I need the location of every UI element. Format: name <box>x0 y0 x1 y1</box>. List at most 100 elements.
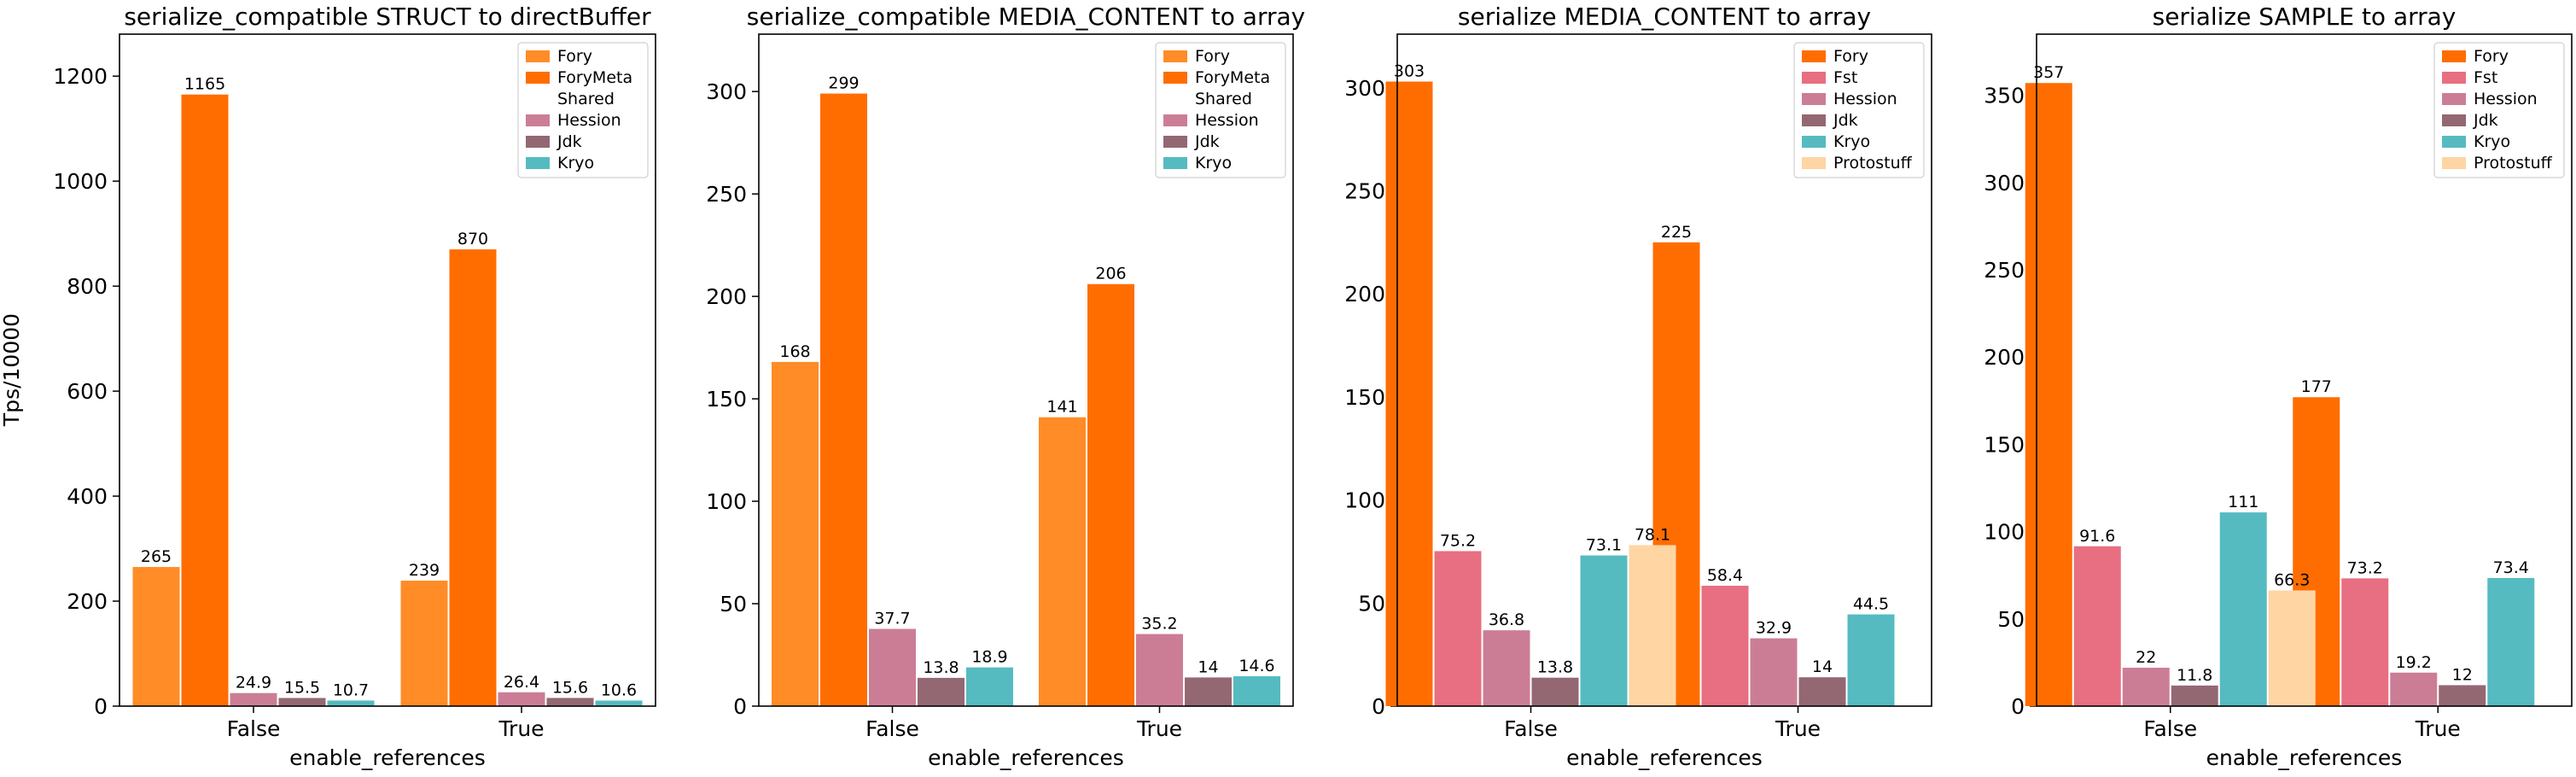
legend-label: ForyMeta <box>557 68 632 87</box>
bar-value-label: 36.8 <box>1489 610 1524 629</box>
chart-panel-3: serialize MEDIA_CONTENT to array 0 50 100 15… <box>1344 3 1932 770</box>
bar-fst-false <box>1434 551 1482 706</box>
x-tick-label: False <box>865 716 919 741</box>
y-tick-label: 400 <box>67 484 108 509</box>
bar-value-label: 13.8 <box>923 658 959 677</box>
legend-item: Protostuff <box>1802 154 1913 172</box>
legend-item: Hession <box>1802 90 1897 108</box>
bar-value-label: 73.2 <box>2347 558 2383 577</box>
legend-swatch <box>1163 136 1187 148</box>
x-axis-label: enable_references <box>928 745 1124 770</box>
bar-jdk-false <box>918 677 965 706</box>
legend-swatch <box>1802 50 1826 62</box>
legend-item: Jdk <box>1802 111 1858 130</box>
legend-item: Fory <box>1163 47 1230 66</box>
legend-label: Hession <box>2474 90 2538 108</box>
bar-value-label: 19.2 <box>2396 653 2432 672</box>
legend-label: Kryo <box>1195 154 1232 172</box>
legend-swatch <box>1802 93 1826 105</box>
bar-hession-true <box>498 692 545 706</box>
bar-value-label: 26.4 <box>504 673 539 692</box>
bar-value-label: 303 <box>1394 62 1425 81</box>
bar-value-label: 1165 <box>184 75 225 94</box>
legend-item: Hession <box>526 111 621 130</box>
bar-forymeta-shared-false <box>181 94 229 706</box>
legend-swatch <box>526 114 550 126</box>
x-axis-label: enable_references <box>2206 745 2403 770</box>
plot-frame <box>2036 33 2573 707</box>
y-tick-label: 50 <box>1997 607 2025 632</box>
y-tick-label: 300 <box>1344 76 1385 101</box>
plot-frame <box>119 33 656 707</box>
legend-item: Fst <box>1802 68 1857 87</box>
bar-kryo-true <box>595 700 643 706</box>
legend-swatch <box>1163 50 1187 62</box>
legend-label: ForyMeta <box>1195 68 1270 87</box>
bar-kryo-false <box>966 667 1013 706</box>
legend-label: Shared <box>557 90 615 108</box>
legend-label: Jdk <box>2473 111 2498 130</box>
bar-value-label: 168 <box>779 342 810 361</box>
bar-jdk-true <box>2439 685 2486 706</box>
bar-value-label: 24.9 <box>236 674 271 692</box>
bar-value-label: 66.3 <box>2274 570 2310 589</box>
bar-hession-false <box>869 628 916 706</box>
legend-item: Kryo <box>526 154 594 172</box>
y-tick-label: 0 <box>2011 694 2025 719</box>
legend-swatch <box>1802 157 1826 169</box>
x-tick-label: False <box>1504 716 1558 741</box>
y-tick-label: 200 <box>1344 282 1385 307</box>
legend-item: Fst <box>2442 68 2497 87</box>
y-tick-label: 150 <box>706 387 747 412</box>
legend-label: Hession <box>1195 111 1259 130</box>
legend-item: Jdk <box>2442 111 2498 130</box>
bar-fory-false <box>1385 81 1433 706</box>
bar-hession-true <box>1750 638 1798 706</box>
bar-value-label: 78.1 <box>1635 525 1670 544</box>
y-tick-label: 600 <box>67 379 108 404</box>
legend-swatch <box>2442 157 2466 169</box>
bar-value-label: 239 <box>409 561 440 580</box>
legend-swatch <box>2442 136 2466 148</box>
plot-frame <box>1396 33 1932 707</box>
y-tick-label: 50 <box>720 592 747 616</box>
legend-item: ForyMeta Shared <box>526 68 632 108</box>
x-tick-label: False <box>227 716 281 741</box>
legend-item: Hession <box>1163 111 1259 130</box>
bar-hession-false <box>1483 630 1530 706</box>
bar-forymeta-shared-false <box>820 93 867 706</box>
bar-value-label: 177 <box>2301 377 2332 396</box>
legend-swatch <box>1802 72 1826 84</box>
bar-fst-true <box>1701 586 1749 706</box>
chart-title: serialize_compatible STRUCT to directBuf… <box>124 3 651 31</box>
bar-value-label: 111 <box>2228 493 2258 511</box>
bar-value-label: 15.6 <box>552 678 588 697</box>
legend-swatch <box>1163 114 1187 126</box>
y-tick-label: 200 <box>706 284 747 309</box>
legend-swatch <box>1163 72 1187 84</box>
legend-label: Protostuff <box>2474 154 2553 172</box>
bar-kryo-false <box>327 700 375 706</box>
bar-value-label: 299 <box>828 74 859 93</box>
legend-label: Shared <box>1195 90 1252 108</box>
bar-value-label: 73.4 <box>2493 558 2529 577</box>
bar-value-label: 14 <box>1198 657 1218 676</box>
y-tick-label: 1000 <box>53 169 108 194</box>
bar-jdk-false <box>278 698 326 706</box>
chart-title: serialize MEDIA_CONTENT to array <box>1458 3 1871 31</box>
bar-fory-false <box>132 567 180 706</box>
legend-label: Jdk <box>557 132 582 151</box>
x-tick-label: True <box>2415 716 2461 741</box>
chart-title: serialize_compatible MEDIA_CONTENT to ar… <box>747 3 1305 31</box>
y-tick-label: 100 <box>1984 520 2025 545</box>
legend-box <box>1155 42 1286 178</box>
y-tick-label: 250 <box>706 182 747 207</box>
bar-fst-false <box>2073 546 2121 706</box>
legend-label: Jdk <box>1194 132 1220 151</box>
figure-ylabel: Tps/10000 <box>0 313 24 427</box>
x-axis-label: enable_references <box>1566 745 1763 770</box>
bar-hession-true <box>2390 672 2438 706</box>
bar-fst-true <box>2341 578 2389 706</box>
legend-item: Fory <box>526 47 592 66</box>
legend-swatch <box>2442 114 2466 126</box>
